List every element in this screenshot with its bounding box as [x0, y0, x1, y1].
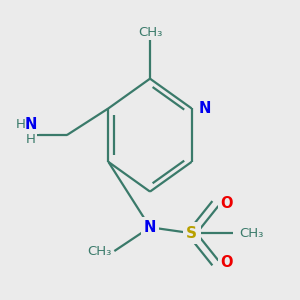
Text: N: N	[199, 101, 211, 116]
Text: H: H	[26, 133, 36, 146]
Text: S: S	[186, 226, 197, 241]
Text: CH₃: CH₃	[87, 244, 111, 258]
Text: O: O	[220, 196, 232, 211]
Text: CH₃: CH₃	[138, 26, 162, 38]
Text: N: N	[25, 117, 37, 132]
Text: O: O	[220, 255, 232, 270]
Text: H: H	[16, 118, 26, 131]
Text: CH₃: CH₃	[239, 227, 263, 240]
Text: N: N	[144, 220, 156, 235]
